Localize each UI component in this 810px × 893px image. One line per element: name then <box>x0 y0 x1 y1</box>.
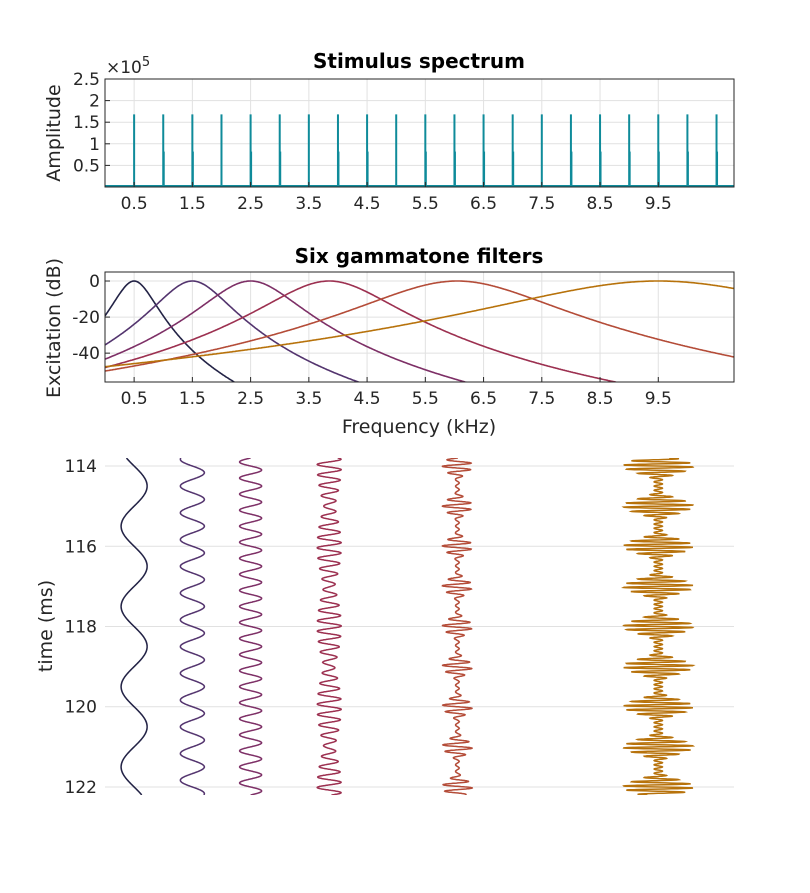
spectrum-x-tick-label: 7.5 <box>528 194 555 214</box>
spectrum-y-tick-label: 0.5 <box>73 156 100 176</box>
filters-x-tick-label: 1.5 <box>179 389 206 409</box>
spectrum-x-tick-label: 6.5 <box>470 194 497 214</box>
waveform-trace <box>179 458 206 795</box>
spectrum-grid <box>105 78 734 187</box>
spectrum-y-tick-label: 1.5 <box>73 113 100 133</box>
filters-x-tick-label: 7.5 <box>528 389 555 409</box>
filters-x-tick-label: 5.5 <box>412 389 439 409</box>
spectrum-x-tick-label: 0.5 <box>121 194 148 214</box>
filter-curve <box>105 280 734 372</box>
spectrum-x-tick-label: 9.5 <box>645 194 672 214</box>
filters-x-label: Frequency (kHz) <box>342 416 496 438</box>
filters-axes-frame <box>104 271 735 383</box>
filter-curve <box>105 280 361 382</box>
filters-y-ticks: 0 -20 -40 <box>72 272 110 364</box>
spectrum-y-ticks: 0.511.522.5 <box>73 70 110 176</box>
filters-x-tick-label: 6.5 <box>470 389 497 409</box>
spectrum-x-tick-label: 8.5 <box>587 194 614 214</box>
waveform-traces <box>120 458 696 795</box>
waveform-y-tick-label: 118 <box>65 618 97 638</box>
filter-curve <box>105 280 236 382</box>
waveform-y-ticks: 114 116 118 120 122 <box>65 457 97 798</box>
spectrum-x-tick-label: 3.5 <box>295 194 322 214</box>
filters-x-tick-label: 9.5 <box>645 389 672 409</box>
spectrum-title: Stimulus spectrum <box>313 49 525 73</box>
spectrum-exponent-base: ×10 <box>106 58 142 78</box>
waveform-trace <box>238 458 263 795</box>
spectrum-x-tick-label: 1.5 <box>179 194 206 214</box>
filter-curve <box>105 280 734 368</box>
filters-grid <box>105 272 734 382</box>
spectrum-axes-frame <box>104 78 735 188</box>
waveform-y-tick-label: 120 <box>65 698 97 718</box>
spectrum-x-tick-label: 2.5 <box>237 194 264 214</box>
waveform-panel: 114 116 118 120 122 time (ms) <box>35 457 734 798</box>
filters-panel: 0.5 1.5 2.5 3.5 4.5 5.5 6.5 7.5 8.5 9.5 0 -20 -40 S… <box>43 244 735 438</box>
filters-x-tick-label: 0.5 <box>121 389 148 409</box>
filters-y-tick-label: -20 <box>72 308 100 328</box>
spectrum-bars <box>105 114 734 187</box>
waveform-y-label: time (ms) <box>35 580 57 672</box>
filters-title: Six gammatone filters <box>295 244 544 268</box>
filters-x-ticks: 0.5 1.5 2.5 3.5 4.5 5.5 6.5 7.5 8.5 9.5 <box>121 377 672 409</box>
filters-y-tick-label: 0 <box>89 272 100 292</box>
filters-y-label: Excitation (dB) <box>43 258 65 398</box>
waveform-y-tick-label: 122 <box>65 778 97 798</box>
filters-y-tick-label: -40 <box>72 344 100 364</box>
filter-curves <box>105 280 734 382</box>
spectrum-panel: 0.5 1.5 2.5 3.5 4.5 5.5 6.5 7.5 8.5 9.5 0.511.522… <box>43 49 735 214</box>
filters-x-tick-label: 3.5 <box>295 389 322 409</box>
spectrum-y-tick-label: 1 <box>89 135 100 155</box>
spectrum-y-tick-label: 2 <box>89 92 100 112</box>
filter-curve <box>105 280 620 382</box>
spectrum-exponent: ×105 <box>106 55 150 78</box>
waveform-trace <box>316 458 343 795</box>
spectrum-y-label: Amplitude <box>43 84 65 181</box>
filters-x-tick-label: 2.5 <box>237 389 264 409</box>
filters-x-tick-label: 8.5 <box>587 389 614 409</box>
spectrum-exponent-power: 5 <box>142 55 150 70</box>
waveform-trace <box>621 458 696 795</box>
spectrum-x-ticks: 0.5 1.5 2.5 3.5 4.5 5.5 6.5 7.5 8.5 9.5 <box>121 182 672 214</box>
waveform-trace <box>120 458 148 795</box>
waveform-y-tick-label: 114 <box>65 457 97 477</box>
waveform-trace <box>441 458 474 795</box>
spectrum-x-tick-label: 5.5 <box>412 194 439 214</box>
filters-x-tick-label: 4.5 <box>354 389 381 409</box>
spectrum-y-tick-label: 2.5 <box>73 70 100 90</box>
waveform-y-tick-label: 116 <box>65 537 97 557</box>
filter-curve <box>105 280 469 382</box>
spectrum-x-tick-label: 4.5 <box>354 194 381 214</box>
